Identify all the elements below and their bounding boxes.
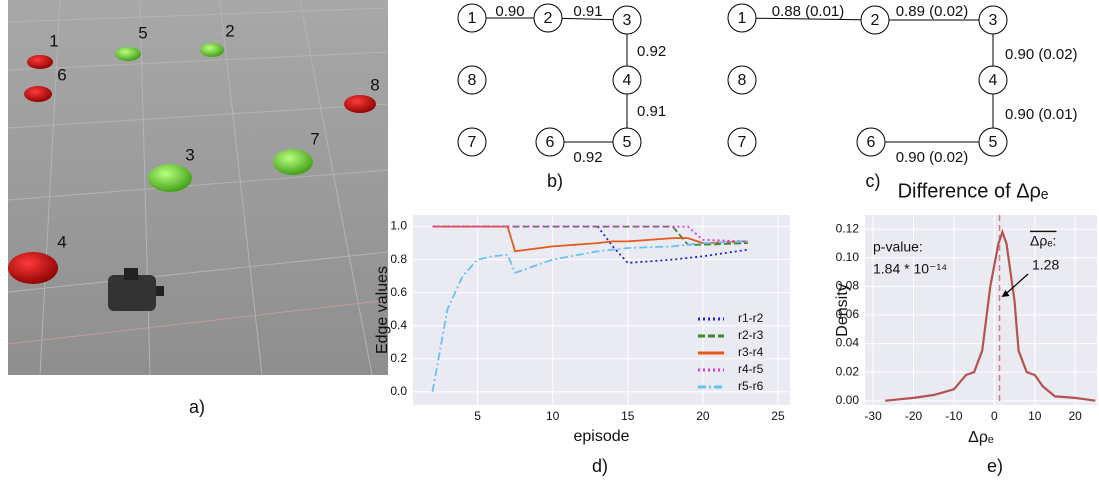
y-tick-label: 0.8 — [390, 252, 407, 266]
object-label: 6 — [57, 65, 66, 84]
y-axis-label: Edge values — [374, 266, 391, 354]
edge-label: 0.90 — [495, 3, 524, 20]
node-label: 6 — [867, 134, 876, 151]
y-tick-label: 0.10 — [836, 250, 860, 264]
y-tick-label: 0.2 — [390, 351, 407, 365]
annotation: p-value: — [873, 239, 923, 255]
legend-label: r4-r5 — [738, 362, 764, 376]
y-tick-label: 1.0 — [390, 219, 407, 233]
annotation: 1.28 — [1032, 257, 1059, 273]
x-tick-label: 20 — [696, 409, 710, 423]
node-label: 3 — [989, 12, 998, 29]
object-label: 3 — [185, 145, 194, 164]
annotation: 1.84 * 10⁻¹⁴ — [873, 261, 947, 277]
node-label: 5 — [989, 134, 998, 151]
scene-image — [8, 0, 388, 375]
panel-caption: e) — [987, 456, 1003, 476]
x-axis-label: Δρₑ — [968, 429, 994, 446]
panel-caption: a) — [189, 397, 205, 417]
edge-label: 0.90 (0.02) — [1005, 46, 1078, 63]
node-label: 2 — [544, 10, 553, 27]
edge-label: 0.89 (0.02) — [896, 3, 969, 20]
y-tick-label: 0.00 — [836, 393, 860, 407]
node-label: 5 — [623, 134, 632, 151]
x-tick-label: -20 — [905, 409, 923, 423]
x-tick-label: -10 — [945, 409, 963, 423]
object-label: 8 — [370, 75, 379, 94]
chart-title: Difference of Δρₑ — [898, 180, 1049, 202]
object-label: 1 — [49, 31, 58, 50]
node-label: 8 — [468, 72, 477, 89]
legend-label: r2-r3 — [738, 328, 764, 342]
legend-label: r3-r4 — [738, 345, 764, 359]
node-label: 2 — [871, 12, 880, 29]
y-tick-label: 0.04 — [836, 336, 860, 350]
x-tick-label: 15 — [621, 409, 635, 423]
node-label: 3 — [623, 12, 632, 29]
y-tick-label: 0.4 — [390, 318, 407, 332]
edge-label: 0.92 — [637, 43, 666, 60]
y-tick-label: 0.6 — [390, 285, 407, 299]
panel-caption: d) — [592, 456, 608, 476]
node-label: 4 — [623, 72, 632, 89]
y-axis-label: Density — [834, 283, 851, 336]
x-axis-label: episode — [573, 428, 629, 445]
x-tick-label: 25 — [771, 409, 785, 423]
edge-label: 0.91 — [637, 103, 666, 120]
edge-label: 0.91 — [573, 3, 602, 20]
x-tick-label: 5 — [474, 409, 481, 423]
node-label: 4 — [989, 72, 998, 89]
edge-label: 0.88 (0.01) — [772, 3, 845, 20]
node-label: 8 — [738, 72, 747, 89]
node-label: 7 — [738, 134, 747, 151]
object-label: 4 — [57, 232, 66, 251]
edge-label: 0.92 — [573, 149, 602, 166]
node-label: 6 — [546, 134, 555, 151]
legend-label: r1-r2 — [738, 311, 764, 325]
x-tick-label: 10 — [1028, 409, 1042, 423]
annotation: Δρₑ: — [1030, 233, 1056, 249]
x-tick-label: 0 — [991, 409, 998, 423]
panel-caption: b) — [547, 171, 563, 191]
object-label: 7 — [310, 129, 319, 148]
figure: 1 2 3 4 5 6 7 8 a) 1 2 3 4 5 6 7 8 0.90 0.91 0.92 0.91 0.92 b)… — [0, 0, 1099, 485]
edge-label: 0.90 (0.02) — [896, 149, 969, 166]
node-label: 1 — [468, 10, 477, 27]
y-tick-label: 0.02 — [836, 364, 860, 378]
x-tick-label: 20 — [1068, 409, 1082, 423]
node-label: 1 — [738, 10, 747, 27]
y-tick-label: 0.0 — [390, 384, 407, 398]
object-label: 5 — [138, 23, 147, 42]
legend-label: r5-r6 — [738, 379, 764, 393]
object-label: 2 — [225, 21, 234, 40]
x-tick-label: 10 — [546, 409, 560, 423]
y-tick-label: 0.12 — [836, 221, 860, 235]
edge-label: 0.90 (0.01) — [1005, 106, 1078, 123]
node-label: 7 — [468, 134, 477, 151]
panel-caption: c) — [866, 171, 881, 191]
x-tick-label: -30 — [864, 409, 882, 423]
